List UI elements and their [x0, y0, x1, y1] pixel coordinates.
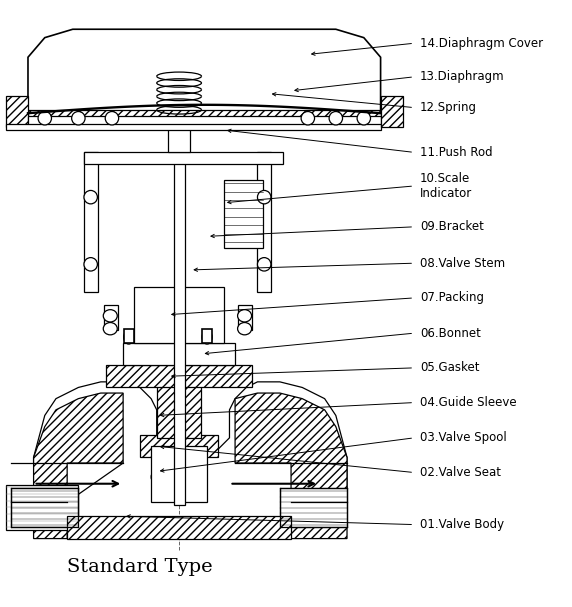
Text: 07.Packing: 07.Packing — [420, 291, 484, 304]
Text: 06.Bonnet: 06.Bonnet — [420, 327, 480, 340]
Circle shape — [38, 112, 51, 125]
Ellipse shape — [237, 322, 252, 335]
Bar — [134, 287, 224, 343]
Bar — [6, 97, 28, 127]
Polygon shape — [28, 29, 380, 113]
Ellipse shape — [151, 463, 207, 491]
Circle shape — [72, 112, 85, 125]
Bar — [168, 107, 190, 152]
Bar — [106, 365, 252, 387]
Circle shape — [257, 191, 271, 204]
Bar — [124, 328, 134, 343]
Text: 12.Spring: 12.Spring — [420, 101, 477, 114]
Circle shape — [84, 257, 97, 271]
Bar — [280, 488, 347, 527]
Bar — [157, 382, 201, 438]
Bar — [104, 305, 117, 330]
Polygon shape — [235, 393, 347, 538]
Bar — [380, 97, 403, 127]
Text: 03.Valve Spool: 03.Valve Spool — [420, 432, 507, 444]
Bar — [6, 124, 380, 130]
Bar — [224, 180, 263, 248]
Bar — [257, 152, 272, 293]
Circle shape — [257, 257, 271, 271]
Bar — [151, 446, 207, 502]
Text: 04.Guide Sleeve: 04.Guide Sleeve — [420, 396, 517, 409]
Bar — [238, 305, 252, 330]
Text: 05.Gasket: 05.Gasket — [420, 361, 479, 375]
Bar — [84, 152, 98, 293]
Bar — [202, 328, 212, 343]
Text: 01.Valve Body: 01.Valve Body — [420, 518, 504, 531]
Bar — [11, 488, 78, 527]
Text: 08.Valve Stem: 08.Valve Stem — [420, 257, 505, 270]
Text: 14.Diaphragm Cover: 14.Diaphragm Cover — [420, 37, 543, 50]
Bar — [28, 116, 380, 127]
Ellipse shape — [104, 310, 117, 322]
Polygon shape — [6, 486, 78, 530]
Bar — [28, 110, 380, 124]
Ellipse shape — [124, 330, 134, 344]
Text: 11.Push Rod: 11.Push Rod — [420, 146, 492, 159]
Ellipse shape — [237, 310, 252, 322]
Text: 10.Scale
Indicator: 10.Scale Indicator — [420, 172, 472, 200]
Text: 09.Bracket: 09.Bracket — [420, 220, 484, 233]
Bar — [67, 516, 291, 538]
Polygon shape — [34, 382, 347, 538]
Text: Standard Type: Standard Type — [67, 558, 213, 575]
Polygon shape — [34, 393, 123, 538]
Circle shape — [84, 191, 97, 204]
Bar — [173, 124, 185, 505]
Bar — [140, 435, 219, 458]
Bar — [123, 343, 235, 365]
Text: 02.Valve Seat: 02.Valve Seat — [420, 466, 500, 479]
Circle shape — [357, 112, 371, 125]
Text: 13.Diaphragm: 13.Diaphragm — [420, 70, 505, 83]
Bar — [84, 152, 283, 163]
Ellipse shape — [202, 330, 212, 344]
Circle shape — [105, 112, 118, 125]
Ellipse shape — [104, 322, 117, 335]
Circle shape — [301, 112, 315, 125]
Circle shape — [329, 112, 343, 125]
